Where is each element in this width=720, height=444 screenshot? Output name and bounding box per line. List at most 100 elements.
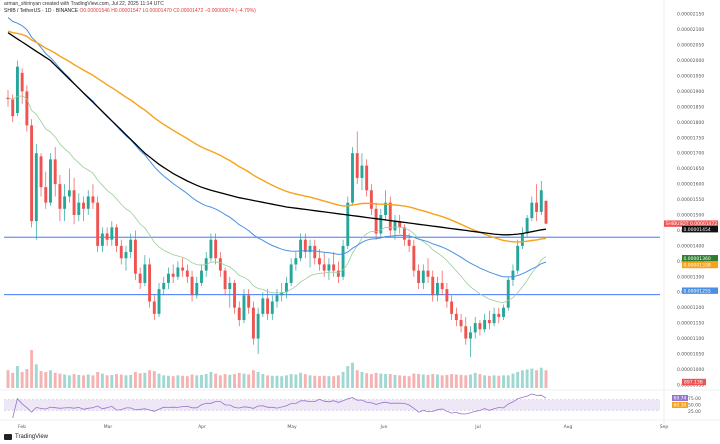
candle-body bbox=[49, 159, 52, 203]
volume-bar bbox=[308, 375, 312, 388]
x-tick-label: Jul bbox=[474, 424, 480, 430]
volume-bar bbox=[39, 371, 43, 388]
candle-body bbox=[436, 282, 439, 296]
candle-body bbox=[336, 270, 340, 277]
volume-bar bbox=[162, 375, 166, 388]
candle-body bbox=[214, 239, 218, 259]
volume-bar bbox=[421, 374, 425, 388]
volume-bar bbox=[388, 374, 392, 388]
volume-bar bbox=[402, 375, 406, 388]
candle-body bbox=[365, 165, 369, 191]
volume-bar bbox=[49, 370, 52, 388]
candle-body bbox=[124, 252, 128, 259]
y-tick-label: 0.00001200 bbox=[677, 305, 704, 311]
candle-body bbox=[133, 239, 137, 274]
candle-body bbox=[185, 270, 189, 277]
candle-body bbox=[407, 239, 411, 246]
y-tick-label: 0.00001650 bbox=[677, 166, 704, 172]
volume-bar bbox=[247, 374, 251, 388]
volume-bar bbox=[407, 376, 411, 388]
volume-bar bbox=[454, 374, 458, 388]
candle-body bbox=[398, 221, 402, 228]
tradingview-brand[interactable]: TradingView bbox=[4, 434, 48, 440]
candle-body bbox=[539, 190, 543, 212]
candle-body bbox=[369, 190, 373, 209]
candle-body bbox=[388, 202, 392, 231]
candle-body bbox=[421, 270, 425, 283]
candle-body bbox=[289, 264, 293, 283]
price-badge bbox=[682, 261, 718, 269]
volume-bar bbox=[412, 373, 416, 388]
candle-body bbox=[218, 258, 222, 271]
price-badge bbox=[682, 287, 718, 294]
volume-bar bbox=[58, 373, 62, 388]
rsi-band bbox=[4, 399, 660, 411]
volume-bar bbox=[369, 374, 373, 388]
volume-bar bbox=[82, 375, 85, 388]
candle-body bbox=[417, 270, 421, 283]
volume-bar bbox=[6, 370, 10, 388]
volume-bar bbox=[204, 374, 208, 388]
volume-bar bbox=[289, 374, 293, 388]
candle-body bbox=[233, 282, 236, 308]
rsi-tick-label: 25.00 bbox=[688, 409, 701, 415]
candle-body bbox=[266, 298, 270, 314]
volume-bar bbox=[336, 375, 340, 388]
ohlc-values: O0.00001546 H0.00001547 L0.00001470 C0.0… bbox=[79, 8, 256, 14]
candle-body bbox=[412, 245, 416, 271]
volume-bar bbox=[469, 374, 472, 388]
candle-body bbox=[195, 282, 199, 296]
y-tick-label: 0.00001150 bbox=[677, 321, 704, 327]
volume-bar bbox=[96, 371, 100, 388]
candle-body bbox=[86, 196, 90, 209]
candle-body bbox=[251, 307, 255, 339]
candle-body bbox=[209, 239, 213, 259]
volume-bar bbox=[138, 373, 142, 388]
candle-body bbox=[473, 323, 477, 333]
rsi-tick-label: 75.00 bbox=[688, 396, 701, 402]
volume-bar bbox=[327, 376, 331, 388]
volume-bar bbox=[525, 369, 529, 388]
volume-bar bbox=[223, 374, 227, 388]
candle-body bbox=[167, 273, 170, 283]
candle-body bbox=[360, 165, 364, 178]
candle-body bbox=[384, 202, 387, 215]
volume-bar bbox=[360, 371, 364, 388]
candle-body bbox=[270, 301, 274, 314]
volume-bar bbox=[318, 376, 321, 388]
volume-bar bbox=[20, 371, 24, 388]
volume-bar bbox=[53, 372, 57, 388]
candle-body bbox=[520, 233, 524, 246]
ema200-line bbox=[7, 32, 547, 236]
volume-bar bbox=[105, 375, 109, 388]
candle-body bbox=[478, 323, 482, 330]
candle-body bbox=[162, 282, 166, 290]
candle-body bbox=[200, 270, 203, 283]
volume-bar bbox=[464, 375, 468, 388]
volume-bar bbox=[115, 374, 118, 388]
volume-bar bbox=[365, 373, 369, 388]
candle-body bbox=[242, 295, 246, 321]
volume-bar bbox=[426, 374, 430, 388]
volume-badge bbox=[682, 378, 706, 386]
candle-body bbox=[525, 218, 529, 234]
candle-body bbox=[469, 332, 472, 339]
candle-body bbox=[58, 184, 62, 209]
author-line: arman_shirinyan created with TradingView… bbox=[4, 1, 164, 7]
candle-body bbox=[138, 273, 142, 283]
candle-body bbox=[341, 245, 345, 277]
candle-body bbox=[431, 276, 435, 296]
candle-body bbox=[275, 295, 279, 302]
candle-body bbox=[171, 273, 175, 277]
price-badge-text: 0.00001454 bbox=[684, 227, 711, 233]
volume-bar bbox=[63, 374, 67, 388]
x-tick-label: Jun bbox=[379, 424, 387, 430]
volume-bar bbox=[129, 374, 133, 388]
y-tick-label: 0.00001600 bbox=[677, 182, 704, 188]
y-tick-label: 0.00001300 bbox=[677, 274, 704, 280]
symbol-line: SHIB / TetherUS · 1D · BINANCE O0.000015… bbox=[4, 8, 256, 15]
y-tick-label: 0.00002050 bbox=[677, 43, 704, 49]
candle-body bbox=[11, 99, 15, 117]
candle-body bbox=[327, 264, 331, 271]
